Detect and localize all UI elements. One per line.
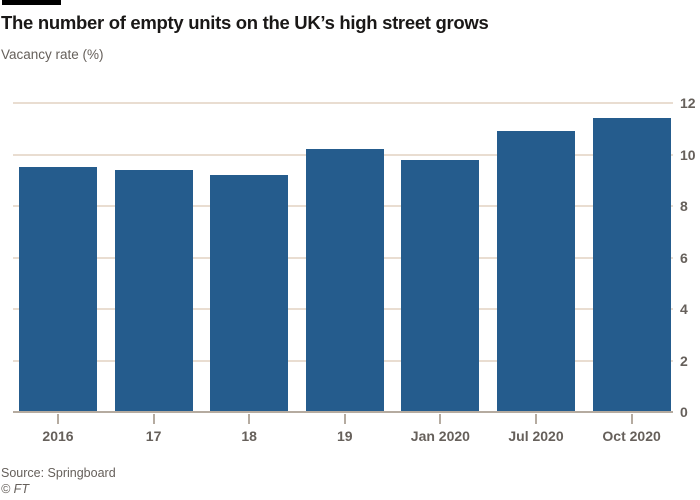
x-tick-label-jan-2020: Jan 2020 [410, 428, 470, 444]
chart-title: The number of empty units on the UK’s hi… [1, 12, 489, 33]
ft-top-rule [2, 0, 61, 5]
x-tick-label-jul-2020: Jul 2020 [508, 428, 564, 444]
y-tick-label-10: 10 [680, 146, 696, 163]
bar-oct-2020 [592, 118, 671, 412]
y-tick-label-8: 8 [680, 198, 688, 214]
plot-area [13, 102, 673, 413]
ft-copyright: © FT [1, 482, 29, 496]
bar-jan-2020 [401, 159, 480, 412]
bar-17 [114, 169, 193, 412]
x-tick-label-oct-2020: Oct 2020 [602, 428, 661, 444]
bar-2016 [19, 167, 97, 412]
source-note: Source: Springboard [1, 466, 116, 480]
x-tick-jul-2020 [535, 414, 537, 424]
gridline-12 [13, 102, 673, 104]
bar-18 [210, 175, 289, 412]
x-tick-jan-2020 [439, 414, 442, 424]
y-tick-label-0: 0 [680, 404, 688, 420]
y-tick-label-4: 4 [680, 301, 688, 317]
y-tick-label-6: 6 [680, 249, 688, 266]
x-tick-17 [152, 414, 155, 424]
bar-19 [305, 149, 384, 412]
x-tick-label-17: 17 [145, 428, 162, 444]
x-tick-label-2016: 2016 [42, 428, 74, 444]
x-axis: 2016 17 18 19 Jan 2020 Jul 2020 Oct 2020 [13, 412, 673, 448]
y-tick-label-12: 12 [680, 95, 696, 111]
x-tick-2016 [57, 414, 59, 424]
y-axis-unit-label: Vacancy rate (%) [1, 47, 104, 62]
bar-jul-2020 [497, 131, 575, 412]
x-tick-oct-2020 [630, 414, 633, 424]
y-tick-label-2: 2 [680, 352, 688, 369]
x-tick-19 [343, 414, 346, 424]
x-tick-18 [248, 414, 251, 424]
y-axis-labels: 0 2 4 6 8 10 12 [680, 96, 700, 419]
x-tick-label-19: 19 [337, 428, 353, 444]
x-tick-label-18: 18 [241, 428, 257, 444]
x-axis-baseline [13, 411, 673, 413]
